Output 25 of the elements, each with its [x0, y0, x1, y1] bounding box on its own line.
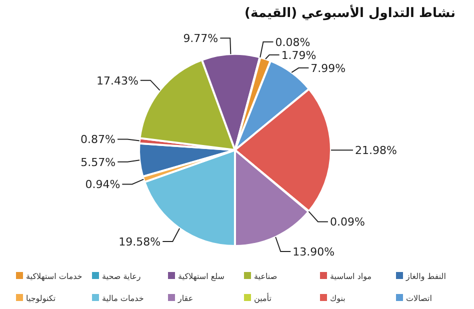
legend-label: تأمين [254, 292, 272, 303]
legend-label: عقار [177, 294, 194, 303]
legend-label: مواد اساسية [330, 272, 372, 281]
data-label: 17.43% [96, 74, 138, 88]
legend-label: خدمات مالية [102, 294, 144, 303]
data-label: 21.98% [355, 144, 397, 158]
data-label: 13.90% [292, 246, 335, 259]
legend-label: تكنولوجيا [26, 294, 56, 303]
data-label: 1.79% [281, 48, 316, 62]
data-label: 9.77% [183, 32, 218, 46]
data-label: 0.94% [85, 178, 120, 192]
legend-label: سلع استهلاكية [178, 272, 225, 281]
legend-label: بنوك [330, 294, 346, 303]
legend-label: خدمات استهلاكية [26, 272, 82, 281]
chart-title: نشاط التداول الأسبوعي (القيمة) [244, 4, 456, 21]
legend-label: رعاية صحية [102, 272, 141, 281]
data-label: 19.58% [118, 235, 161, 248]
data-label: 0.87% [80, 133, 116, 146]
data-label: 5.57% [80, 156, 116, 169]
data-label: 7.99% [310, 62, 346, 75]
legend-label: صناعية [254, 272, 278, 281]
legend-label: اتصالات [406, 294, 432, 303]
data-label: 0.09% [330, 216, 365, 229]
legend-label: النفط والغاز [405, 272, 446, 281]
data-label: 0.08% [275, 36, 310, 49]
